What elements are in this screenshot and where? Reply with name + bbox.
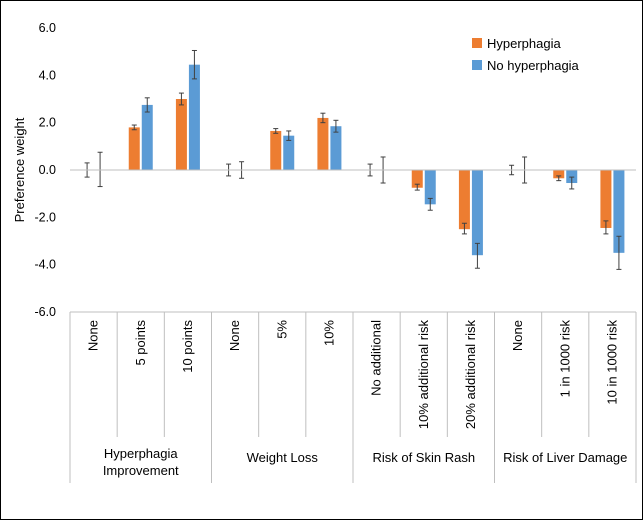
legend-label-hyperphagia: Hyperphagia <box>487 36 561 51</box>
y-tick-label: -4.0 <box>34 258 56 272</box>
bar <box>283 135 295 170</box>
group-label: Hyperphagia <box>104 446 178 461</box>
category-label: None <box>510 320 525 351</box>
bar <box>188 64 200 170</box>
bar <box>141 104 153 170</box>
category-label: 20% additional risk <box>463 320 478 430</box>
category-label: 5 points <box>133 320 148 366</box>
y-tick-label: 0.0 <box>39 163 56 177</box>
category-label: 10 points <box>180 320 195 373</box>
bar <box>600 170 612 228</box>
legend-label-no-hyperphagia: No hyperphagia <box>487 58 580 73</box>
y-tick-label: 2.0 <box>39 116 56 130</box>
bar <box>330 126 342 170</box>
category-label: 10% additional risk <box>416 320 431 430</box>
labels-layer: 6.0 4.0 2.0 0.0 -2.0 -4.0 -6.0 None 5 points 10 p… <box>34 21 627 478</box>
bar <box>411 170 423 188</box>
y-axis-label: Preference weight <box>12 117 27 222</box>
bar <box>270 130 282 170</box>
group-label: Risk of Skin Rash <box>372 450 475 465</box>
legend-swatch-no-hyperphagia <box>472 60 482 70</box>
y-tick-label: -6.0 <box>34 305 56 319</box>
category-label: None <box>86 320 101 351</box>
category-label: 10 in 1000 risk <box>604 320 619 405</box>
category-label: None <box>227 320 242 351</box>
legend: Hyperphagia No hyperphagia <box>472 36 580 73</box>
bar <box>128 127 140 170</box>
bar <box>471 170 483 256</box>
bar <box>424 170 436 205</box>
bars-layer <box>128 64 625 256</box>
bar <box>553 170 565 179</box>
category-label: 1 in 1000 risk <box>557 320 572 398</box>
legend-swatch-hyperphagia <box>472 38 482 48</box>
y-tick-label: 4.0 <box>39 68 56 82</box>
category-label: 10% <box>321 320 336 346</box>
bar <box>317 117 329 170</box>
bar <box>458 170 470 230</box>
category-label: 5% <box>274 320 289 339</box>
bar <box>566 170 578 184</box>
bar <box>175 99 187 170</box>
group-label: Improvement <box>103 463 179 478</box>
y-tick-label: 6.0 <box>39 21 56 35</box>
axis-layer <box>69 169 637 483</box>
category-label: No additional <box>369 320 384 396</box>
bar <box>613 170 625 253</box>
group-label: Risk of Liver Damage <box>503 450 627 465</box>
group-label: Weight Loss <box>247 450 319 465</box>
y-tick-label: -2.0 <box>34 210 56 224</box>
error-bars-layer <box>84 49 622 270</box>
